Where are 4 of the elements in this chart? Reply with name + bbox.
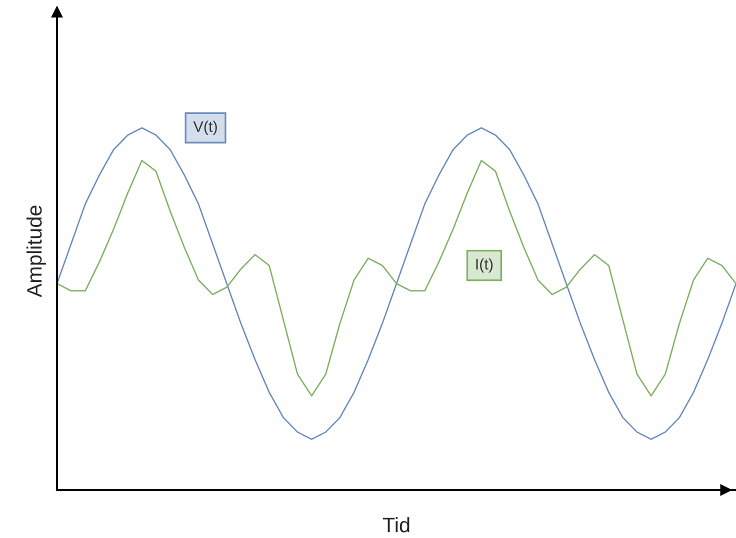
- y-axis-title: Amplitude: [26, 206, 46, 298]
- x-axis-title: Tid: [382, 517, 410, 532]
- text: I(t): [476, 258, 493, 273]
- series-label: V(t): [193, 120, 217, 135]
